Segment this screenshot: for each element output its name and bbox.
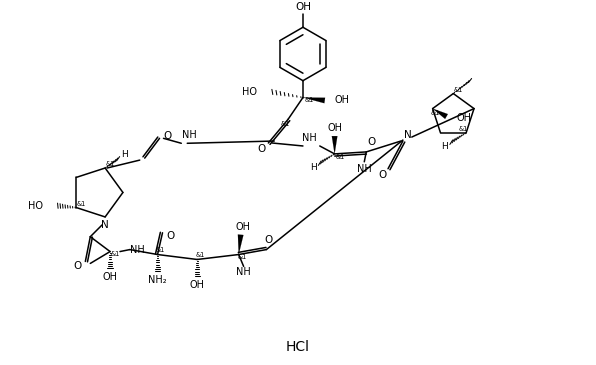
Text: &1: &1 bbox=[336, 154, 345, 160]
Text: O: O bbox=[257, 144, 266, 154]
Polygon shape bbox=[332, 136, 337, 154]
Text: OH: OH bbox=[457, 114, 471, 123]
Text: &1: &1 bbox=[195, 251, 204, 258]
Text: &1: &1 bbox=[156, 247, 165, 253]
Text: OH: OH bbox=[327, 123, 342, 133]
Text: H: H bbox=[441, 142, 448, 151]
Text: NH: NH bbox=[236, 267, 251, 277]
Text: NH₂: NH₂ bbox=[148, 275, 167, 285]
Text: &1: &1 bbox=[454, 87, 463, 93]
Text: &1: &1 bbox=[105, 161, 114, 167]
Text: &1: &1 bbox=[281, 121, 290, 127]
Text: HCl: HCl bbox=[286, 340, 310, 354]
Text: &1: &1 bbox=[458, 126, 468, 132]
Text: NH: NH bbox=[357, 164, 372, 174]
Text: &1: &1 bbox=[304, 97, 313, 103]
Text: &1: &1 bbox=[238, 254, 247, 261]
Text: O: O bbox=[264, 235, 272, 245]
Text: &1: &1 bbox=[431, 110, 440, 116]
Text: O: O bbox=[378, 170, 386, 180]
Text: O: O bbox=[73, 261, 82, 272]
Text: N: N bbox=[101, 220, 109, 230]
Polygon shape bbox=[238, 234, 243, 254]
Text: &1: &1 bbox=[110, 250, 120, 257]
Text: HO: HO bbox=[28, 201, 43, 211]
Text: NH: NH bbox=[182, 130, 197, 141]
Text: O: O bbox=[166, 231, 175, 241]
Polygon shape bbox=[303, 97, 325, 103]
Text: O: O bbox=[367, 137, 375, 147]
Text: N: N bbox=[404, 130, 412, 140]
Text: OH: OH bbox=[295, 3, 311, 12]
Text: OH: OH bbox=[103, 272, 117, 282]
Text: H: H bbox=[311, 163, 317, 172]
Text: NH: NH bbox=[131, 245, 145, 254]
Text: NH: NH bbox=[303, 133, 317, 143]
Text: O: O bbox=[163, 131, 172, 141]
Text: OH: OH bbox=[190, 280, 204, 290]
Text: &1: &1 bbox=[77, 201, 86, 207]
Text: OH: OH bbox=[334, 96, 350, 105]
Text: HO: HO bbox=[243, 87, 257, 97]
Polygon shape bbox=[433, 108, 448, 119]
Text: H: H bbox=[122, 150, 128, 159]
Text: OH: OH bbox=[235, 222, 250, 232]
